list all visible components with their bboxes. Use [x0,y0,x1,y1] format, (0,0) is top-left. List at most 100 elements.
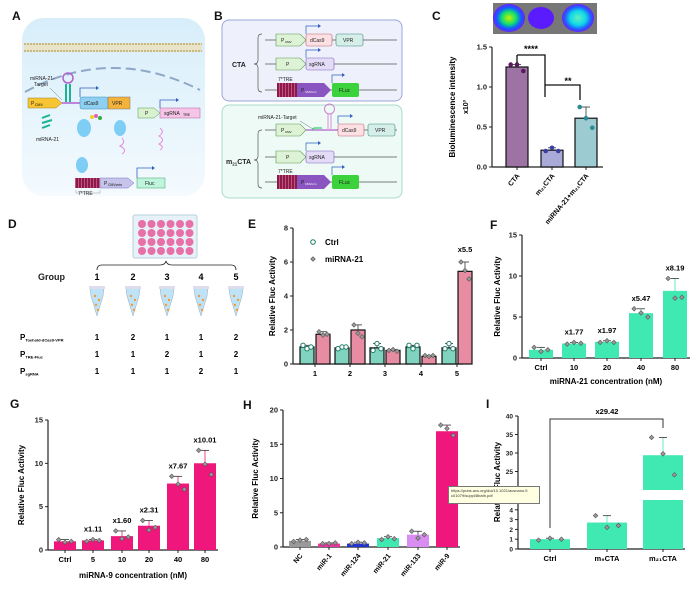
well [138,238,146,246]
y-tick-label: 40 [506,414,514,421]
data-point [589,125,595,131]
tube-icon [125,287,141,317]
x-tick-label: miR-9 [434,553,452,572]
component-label: PToehold-dCas9-VPR [20,333,64,343]
p-promoter [275,57,307,71]
data-point [152,524,159,531]
pcmv-label: P [281,38,285,44]
copy-number: 2 [165,350,170,359]
x-tick-label: 5 [91,555,95,564]
well [166,220,175,228]
well [166,229,175,237]
tooltip-line-1: https://pubs.acs.org/doi/10.1021/acsnano… [451,488,528,493]
well [138,229,146,237]
data-point [535,537,542,543]
data-point [615,522,622,529]
data-point [297,537,303,543]
data-point [648,434,655,441]
data-point [390,346,396,353]
x-axis-label: miRNA-21 concentration (nM) [550,377,663,386]
data-point [444,425,450,432]
data-point [543,148,549,154]
sgrna-label: sgRNA [164,111,181,117]
y-tick-label: 0 [509,547,513,554]
bar [505,66,529,168]
data-point [175,481,181,487]
data-point [355,539,361,545]
copy-number: 2 [131,333,136,342]
data-point [119,536,125,542]
data-point [508,62,514,67]
pcmvmin-promoter [297,83,331,97]
x-tick-label: 80 [671,363,679,372]
data-point [361,540,368,546]
well [157,247,165,255]
tre-label: 7*TRE [278,77,293,83]
pcmvmin-sub: CMVmin [305,182,317,186]
x-tick-label: m₂₁CTA [534,173,556,198]
mirna-21-icon [41,114,53,129]
sgrna-gene [159,107,201,119]
data-point [146,527,152,533]
panel-label-c: C [432,9,441,23]
copy-number: 1 [95,367,100,376]
p-promoter [137,107,161,119]
data-point [514,62,520,67]
data-point [604,338,610,344]
url-tooltip: https://pubs.acs.org/doi/10.1021/acsnano… [448,486,540,504]
dcas9-label: dCas9 [342,128,357,134]
data-point [351,322,357,328]
data-point [466,276,472,282]
dcas9-gene [305,33,333,47]
well [185,220,194,228]
data-point [571,339,577,346]
pcmv-sub: CMV [285,130,292,134]
fluc-label: FLuc [339,180,351,186]
data-point [378,346,384,352]
data-point [343,344,349,350]
well [166,238,175,246]
fluc-gene [332,175,359,189]
target-label: miRNA-21- [30,76,55,82]
bar [595,341,619,358]
x-tick-label: 1 [313,369,317,378]
well [157,229,165,237]
data-point [422,352,428,359]
copy-number: 1 [131,367,136,376]
tre-element [75,178,100,188]
data-point [308,344,314,350]
y-axis-label: Relative Fluc Activity [493,441,502,522]
data-point [90,536,96,543]
bar [138,525,160,550]
well [176,220,184,228]
x-axis-label: miRNA-9 concentration (nM) [79,571,187,580]
fluc-label: Fluc [145,181,155,187]
tre-element [277,175,297,189]
data-point [583,115,589,121]
data-point [679,294,685,301]
panel-label-b: B [214,9,223,23]
fluc-label: FLuc [339,88,351,94]
data-point [545,347,551,353]
y-tick-label: 2 [284,326,288,335]
panel-label-f: F [490,218,497,232]
x-tick-label: miR-21 [372,553,392,575]
data-point [665,275,671,282]
bar [643,455,683,549]
data-point [520,68,526,74]
data-point [181,486,188,493]
pcmv-promoter [27,97,63,109]
x-tick-label: 3 [383,369,387,378]
x-tick-label: m₉CTA [595,554,620,563]
y-axis-label: Relative Fluc Activity [251,438,260,519]
x-tick-label: Ctrl [59,555,72,564]
significance-label: **** [524,44,539,54]
p-label: P [145,111,149,117]
pcmvmin-promoter [99,177,135,189]
tre-label: 7*TRE [78,191,93,197]
data-point [564,341,570,347]
bar [111,536,133,550]
y-tick-label: 1.5 [477,43,487,52]
chart-h: 0 5 10 15 20 Relative Fluc Activity NC miR-1 miR… [251,406,460,578]
